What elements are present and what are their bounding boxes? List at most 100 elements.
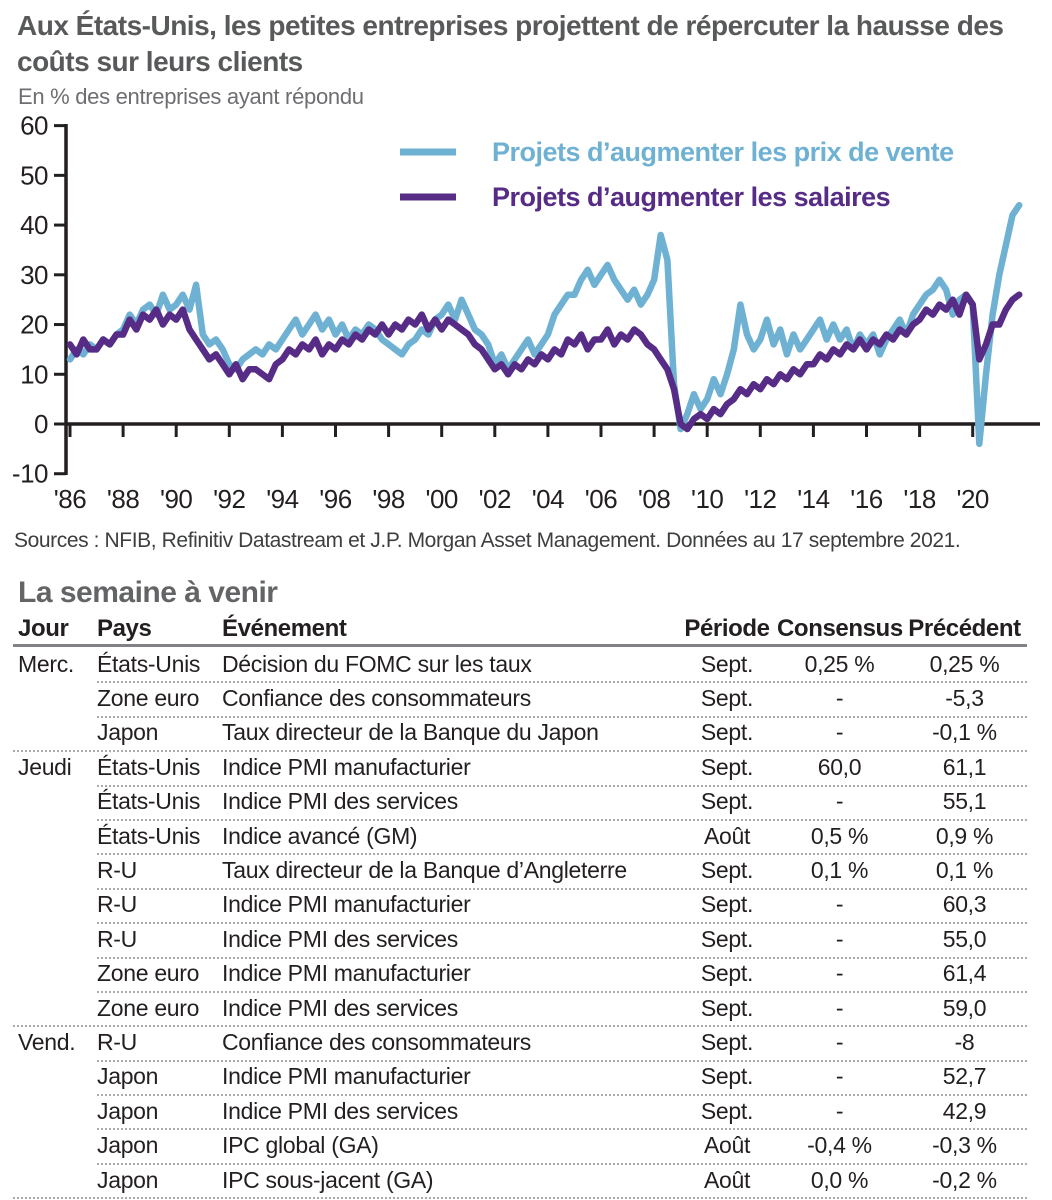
cell-periode: Sept. (700, 891, 754, 918)
table-row: Zone euro Indice PMI manufacturier Sept. - 6… (13, 956, 1027, 991)
table-row: Japon Indice PMI des services Sept. - 42,9 (13, 1094, 1027, 1128)
row-separator (97, 1128, 1027, 1131)
cell-consensus: - (835, 891, 844, 918)
cell-consensus: - (835, 925, 844, 952)
cell-pays: Japon (97, 1097, 159, 1124)
row-separator (97, 990, 1027, 993)
cell-periode: Sept. (700, 719, 754, 746)
x-tick-label: '10 (691, 484, 723, 514)
cell-periode: Sept. (700, 1028, 754, 1055)
cell-precedent: 61,4 (942, 960, 987, 987)
cell-precedent: -0,2 % (932, 1166, 997, 1193)
cell-evenement: Indice avancé (GM) (222, 822, 418, 849)
cell-precedent: -0,1 % (932, 719, 997, 746)
x-tick-label: '94 (266, 484, 298, 514)
table-row: Japon Taux directeur de la Banque du Japo… (13, 715, 1027, 750)
cell-consensus: - (835, 788, 844, 815)
cell-pays: Japon (97, 1063, 159, 1090)
y-tick-label: 20 (20, 310, 48, 340)
legend-label: Projets d’augmenter les prix de vente (492, 137, 954, 167)
week-ahead-table: Jour Pays Événement Période Consensus Précéde… (13, 614, 1027, 1200)
cell-pays: R-U (97, 1028, 137, 1055)
cell-pays: Zone euro (97, 685, 200, 712)
row-separator (97, 1162, 1027, 1165)
cell-periode: Sept. (700, 1063, 754, 1090)
x-tick-label: '18 (903, 484, 935, 514)
cell-evenement: Indice PMI manufacturier (222, 1063, 471, 1090)
cell-evenement: IPC global (GA) (222, 1132, 379, 1159)
x-tick-label: '88 (107, 484, 139, 514)
cell-consensus: - (835, 960, 844, 987)
cell-pays: R-U (97, 857, 137, 884)
column-header-1: Jour (18, 615, 69, 642)
table-row: Jeudi États-Unis Indice PMI manufacturier S… (13, 750, 1027, 784)
x-tick-label: '98 (372, 484, 404, 514)
legend-label: Projets d’augmenter les salaires (492, 182, 890, 212)
cell-periode: Sept. (700, 994, 754, 1021)
price-series-line (66, 201, 1023, 448)
cell-consensus: - (835, 1063, 844, 1090)
cell-periode: Août (703, 1132, 751, 1159)
cell-evenement: Indice PMI des services (222, 925, 458, 952)
cell-precedent: 0,25 % (929, 650, 1000, 677)
cell-periode: Sept. (700, 1097, 754, 1124)
column-header-3: Événement (222, 615, 347, 642)
cell-pays: Zone euro (97, 994, 200, 1021)
cell-precedent: 0,1 % (935, 857, 994, 884)
cell-periode: Sept. (700, 650, 754, 677)
y-tick-label: 40 (20, 210, 48, 240)
x-tick-label: '04 (532, 484, 564, 514)
cell-consensus: -0,4 % (807, 1132, 872, 1159)
cell-consensus: - (835, 994, 844, 1021)
x-tick-label: '02 (479, 484, 511, 514)
cell-consensus: 0,5 % (810, 822, 869, 849)
cell-consensus: - (835, 1028, 844, 1055)
cell-evenement: Indice PMI des services (222, 994, 458, 1021)
cell-consensus: 0,1 % (810, 857, 869, 884)
cell-evenement: Indice PMI des services (222, 788, 458, 815)
y-tick-label: 10 (20, 359, 48, 389)
column-header-6: Précédent (908, 615, 1021, 642)
y-tick-label: 30 (20, 260, 48, 290)
row-separator (97, 715, 1027, 718)
cell-precedent: 61,1 (942, 753, 987, 780)
column-header-4: Période (684, 615, 770, 642)
cell-precedent: 0,9 % (935, 822, 994, 849)
row-separator (97, 681, 1027, 684)
cell-pays: États-Unis (97, 753, 201, 780)
cell-precedent: 42,9 (942, 1097, 987, 1124)
cell-consensus: - (835, 719, 844, 746)
cell-pays: R-U (97, 891, 137, 918)
cell-precedent: 59,0 (942, 994, 987, 1021)
cell-periode: Sept. (700, 685, 754, 712)
cell-pays: États-Unis (97, 650, 201, 677)
section-title-week-ahead: La semaine à venir (18, 576, 278, 609)
source-note: Sources : NFIB, Refinitiv Datastream et … (14, 529, 961, 552)
line-chart: 60 50 40 30 20 10 0 -10'86 '88 '90 '92 '94 '96 '98 '00… (12, 111, 1040, 514)
cell-consensus: - (835, 685, 844, 712)
x-tick-label: '16 (850, 484, 882, 514)
day-group-separator (13, 750, 1027, 753)
x-tick-label: '86 (54, 484, 86, 514)
table-row: Japon IPC global (GA) Août -0,4 % -0,3 % (13, 1128, 1027, 1162)
table-row: Japon IPC sous-jacent (GA) Août 0,0 % -0,2 % (13, 1162, 1027, 1197)
table-row: R-U Indice PMI manufacturier Sept. - 60,3 (13, 887, 1027, 922)
table-header-row: Jour Pays Événement Période Consensus Précéde… (13, 614, 1027, 644)
cell-consensus: 60,0 (817, 753, 862, 780)
table-row: États-Unis Indice PMI des services Sept. - 5… (13, 784, 1027, 819)
cell-precedent: 60,3 (942, 891, 987, 918)
cell-pays: États-Unis (97, 822, 201, 849)
cell-periode: Sept. (700, 925, 754, 952)
row-separator (97, 853, 1027, 856)
cell-evenement: Décision du FOMC sur les taux (222, 650, 532, 677)
table-row: Japon Indice PMI manufacturier Sept. - 52,7 (13, 1059, 1027, 1094)
cell-precedent: -8 (954, 1028, 975, 1055)
x-tick-label: '06 (585, 484, 617, 514)
cell-pays: R-U (97, 925, 137, 952)
table-row: Zone euro Indice PMI des services Sept. - 59… (13, 990, 1027, 1025)
column-header-2: Pays (97, 615, 152, 642)
cell-periode: Août (703, 1166, 751, 1193)
row-separator (97, 1059, 1027, 1062)
y-tick-label: 60 (20, 111, 48, 141)
